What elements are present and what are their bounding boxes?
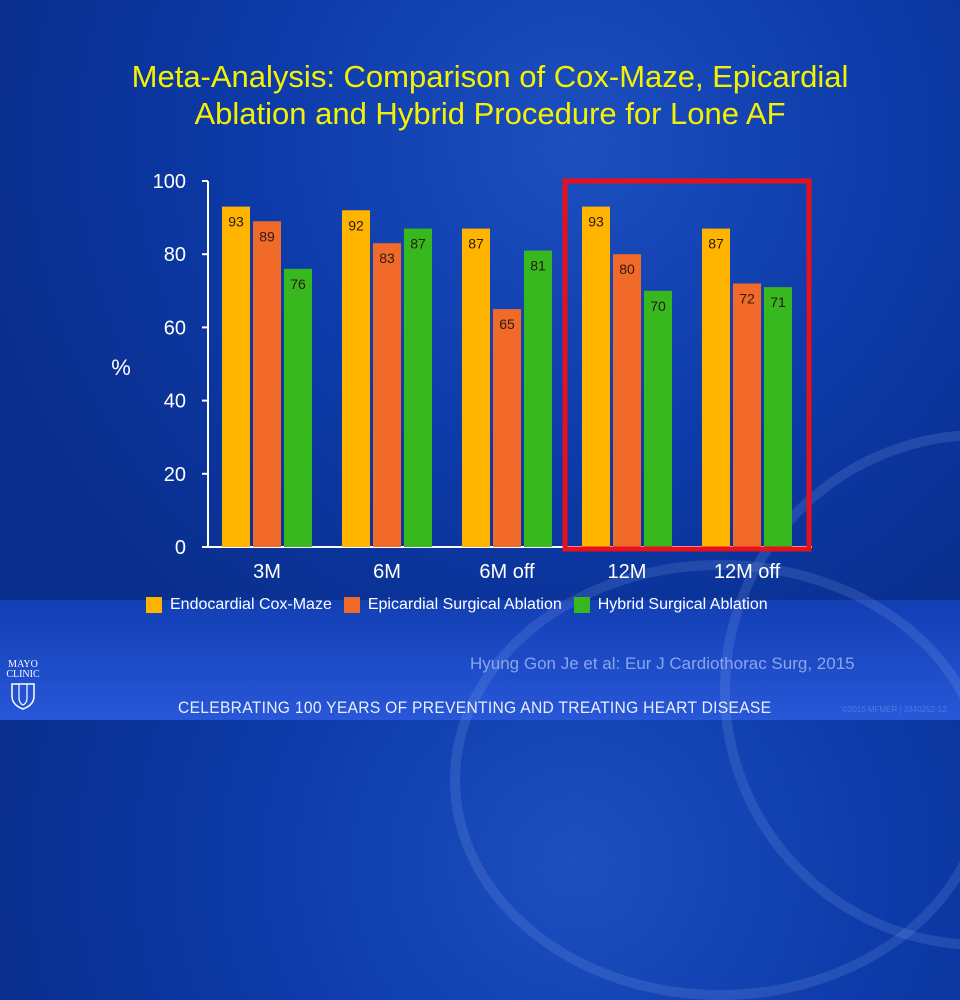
bar: [404, 228, 432, 547]
legend-item: Epicardial Surgical Ablation: [343, 596, 562, 614]
data-label: 81: [530, 258, 546, 274]
x-tick-label: 6M off: [479, 561, 535, 583]
y-tick-label: 100: [153, 171, 186, 193]
bar: [733, 283, 761, 547]
data-label: 65: [499, 316, 515, 332]
bar: [702, 228, 730, 547]
bar-chart: 0 20 40 60 80 100% 93 89 76 3M 92 83 87 6M 87 65 81 6M of…: [111, 171, 812, 583]
copyright-code: ©2015 MFMER | 3340252-12: [842, 705, 947, 714]
slide-title: Meta-Analysis: Comparison of Cox-Maze, E…: [40, 58, 940, 132]
bar: [462, 228, 490, 547]
bar: [373, 243, 401, 547]
mayo-clinic-logo: MAYO CLINIC: [6, 660, 40, 710]
data-label: 87: [410, 236, 426, 252]
legend-label: Epicardial Surgical Ablation: [367, 596, 562, 613]
x-tick-label: 12M: [608, 561, 647, 583]
bar: [284, 268, 312, 547]
data-label: 87: [708, 236, 724, 252]
logo-text-line-2: CLINIC: [6, 669, 40, 680]
citation: Hyung Gon Je et al: Eur J Cardiothorac S…: [470, 654, 855, 673]
data-label: 72: [739, 290, 755, 306]
data-label: 70: [650, 298, 666, 314]
legend-label: Hybrid Surgical Ablation: [597, 596, 768, 613]
bar: [222, 206, 250, 547]
logo-text-line-1: MAYO: [8, 659, 38, 670]
data-label: 76: [290, 276, 306, 292]
legend-swatch: [573, 597, 590, 613]
x-tick-label: 3M: [253, 561, 281, 583]
y-tick-label: 60: [164, 317, 186, 339]
y-tick-label: 80: [164, 244, 186, 266]
bar: [342, 210, 370, 547]
highlight-box: [562, 178, 812, 552]
legend-swatch: [146, 597, 162, 613]
shield-icon: [11, 683, 35, 710]
title-line-1: Meta-Analysis: Comparison of Cox-Maze, E…: [131, 59, 849, 94]
footer-slogan: CELEBRATING 100 YEARS OF PREVENTING AND …: [178, 698, 772, 717]
data-label: 89: [259, 228, 275, 244]
bar: [644, 290, 672, 547]
legend-item: Hybrid Surgical Ablation: [573, 596, 768, 614]
y-axis-label: %: [111, 355, 131, 380]
data-label: 93: [588, 214, 604, 230]
data-label: 92: [348, 217, 364, 233]
bar: [582, 206, 610, 547]
x-tick-label: 6M: [373, 561, 401, 583]
y-tick-label: 20: [164, 464, 186, 486]
legend-item: Endocardial Cox-Maze: [146, 596, 332, 614]
chart-legend: Endocardial Cox-Maze Epicardial Surgical…: [146, 596, 780, 614]
data-label: 87: [468, 236, 484, 252]
y-tick-label: 40: [164, 391, 186, 413]
bar: [764, 287, 792, 547]
data-label: 93: [228, 214, 244, 230]
bar: [613, 254, 641, 547]
data-label: 71: [770, 294, 786, 310]
data-label: 80: [619, 261, 635, 277]
y-tick-label: 0: [175, 537, 186, 559]
x-tick-label: 12M off: [714, 561, 781, 583]
data-label: 83: [379, 250, 395, 266]
title-line-2: Ablation and Hybrid Procedure for Lone A…: [194, 96, 786, 131]
bar: [253, 221, 281, 547]
bar: [524, 250, 552, 548]
bar: [493, 309, 521, 547]
legend-swatch: [343, 597, 360, 613]
legend-label: Endocardial Cox-Maze: [170, 596, 332, 613]
